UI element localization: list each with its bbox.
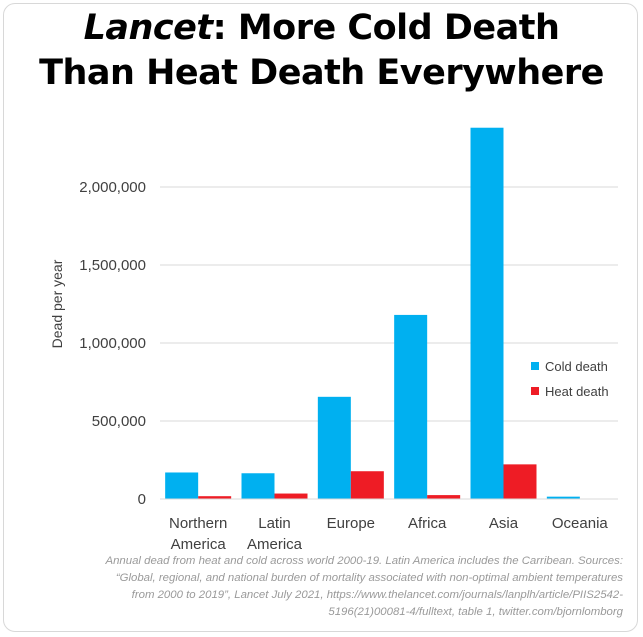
title-italic: Lancet bbox=[83, 8, 214, 48]
gridlines bbox=[160, 186, 618, 500]
footnote-line-2: “Global, regional, and national burden o… bbox=[115, 572, 623, 584]
x-category-label: Northern America bbox=[169, 515, 227, 553]
cold-death-bar bbox=[165, 472, 199, 499]
bar-chart: 0 500,000 1,000,000 1,500,000 2,000,000 Dead… bbox=[49, 127, 618, 553]
title-line-2: Than Heat Death Everywhere bbox=[39, 53, 604, 93]
cold-death-bar bbox=[394, 314, 428, 499]
cold-death-bar bbox=[241, 473, 275, 499]
x-category-label: Latin America bbox=[247, 515, 303, 553]
footnote-line-1: Annual dead from heat and cold across wo… bbox=[105, 555, 623, 567]
source-footnote: Annual dead from heat and cold across wo… bbox=[14, 553, 623, 621]
y-axis-label: Dead per year bbox=[49, 259, 65, 348]
footnote-line-3: from 2000 to 2019”, Lancet July 2021, ht… bbox=[131, 589, 623, 601]
footnote-line-4: 5196(21)00081-4/fulltext, table 1, twitt… bbox=[328, 606, 623, 618]
y-tick-label: 500,000 bbox=[92, 413, 146, 430]
heat-death-bar bbox=[274, 493, 308, 499]
bars bbox=[160, 127, 618, 500]
x-category-label: Europe bbox=[327, 515, 375, 532]
cold-death-bar bbox=[317, 396, 351, 499]
y-tick-label: 1,500,000 bbox=[79, 257, 146, 274]
legend-swatch bbox=[531, 362, 539, 370]
legend-label: Heat death bbox=[545, 384, 609, 399]
legend: Cold death Heat death bbox=[531, 359, 609, 399]
y-tick-label: 1,000,000 bbox=[79, 335, 146, 352]
y-tick-labels: 0 500,000 1,000,000 1,500,000 2,000,000 bbox=[79, 179, 146, 508]
cold-death-bar bbox=[546, 496, 580, 499]
legend-label: Cold death bbox=[545, 359, 608, 374]
heat-death-bar bbox=[503, 464, 537, 499]
chart-title: Lancet: More Cold Death Than Heat Death … bbox=[0, 6, 643, 96]
cold-death-bar bbox=[470, 127, 504, 499]
post-card-frame bbox=[3, 3, 638, 632]
x-category-label: Oceania bbox=[552, 515, 609, 532]
title-line-1: Lancet: More Cold Death bbox=[0, 6, 643, 51]
legend-swatch bbox=[531, 387, 539, 395]
y-tick-label: 2,000,000 bbox=[79, 179, 146, 196]
heat-death-bar bbox=[198, 496, 232, 499]
x-category-label: Asia bbox=[489, 515, 519, 532]
y-tick-label: 0 bbox=[138, 491, 146, 508]
title-rest: : More Cold Death bbox=[212, 8, 560, 48]
x-category-labels: Northern America Latin America Europe Africa A… bbox=[169, 515, 608, 553]
x-category-label: Africa bbox=[408, 515, 447, 532]
heat-death-bar bbox=[427, 495, 461, 499]
heat-death-bar bbox=[350, 471, 384, 499]
